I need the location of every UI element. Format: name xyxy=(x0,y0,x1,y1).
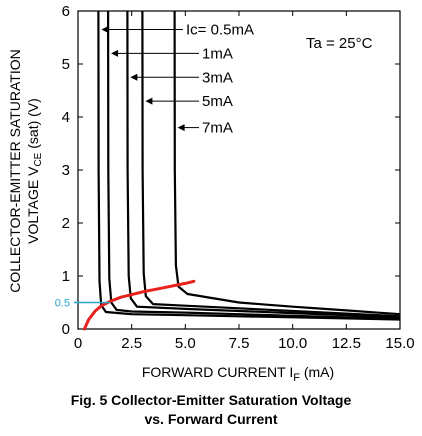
series-layer xyxy=(82,10,401,331)
series-line-3 xyxy=(141,10,401,318)
y-axis-label-unit: (sat) (V) xyxy=(25,98,41,152)
y-tick-label-0: 0 xyxy=(62,321,70,338)
y-axis-label-subscript: CE xyxy=(33,152,44,166)
figure-caption-line-2: vs. Forward Current xyxy=(144,411,278,427)
series-line-1 xyxy=(107,10,401,320)
y-axis-label-line-2: VOLTAGE VCE (sat) (V) xyxy=(25,98,44,244)
series-label-4: 7mA xyxy=(202,120,233,137)
series-line-0 xyxy=(97,10,401,321)
series-label-0: Ic= 0.5mA xyxy=(186,22,254,39)
x-axis-label-subscript: F xyxy=(293,372,300,384)
annotation-layer: Ic= 0.5mA 1mA 3mA 5mA 7mA Ta = 25°C 0.5 xyxy=(55,22,373,310)
condition-label: Ta = 25°C xyxy=(306,35,373,52)
series-arrowhead-0 xyxy=(101,26,109,34)
y-axis-label-line-1: COLLECTOR-EMITTER SATURATION xyxy=(7,49,23,292)
series-label-2: 3mA xyxy=(202,69,233,86)
y-tick-label-4: 4 xyxy=(62,109,70,126)
series-line-4 xyxy=(173,10,401,316)
reference-label: 0.5 xyxy=(55,298,70,310)
y-tick-label-3: 3 xyxy=(62,162,70,179)
series-arrowhead-2 xyxy=(130,73,138,81)
y-tick-label-6: 6 xyxy=(62,3,70,20)
x-tick-label-3: 7.5 xyxy=(229,335,250,352)
x-tick-label-0: 0 xyxy=(74,335,82,352)
series-label-1: 1mA xyxy=(202,45,233,62)
series-line-2 xyxy=(126,10,401,319)
y-tick-label-2: 2 xyxy=(62,215,70,232)
x-axis-label-main: FORWARD CURRENT I xyxy=(142,364,293,380)
plot-frame xyxy=(77,10,401,330)
x-tick-label-5: 12.5 xyxy=(332,335,361,352)
x-tick-label-6: 15.0 xyxy=(385,335,414,352)
x-axis-label: FORWARD CURRENT IF (mA) xyxy=(142,364,334,384)
x-axis-label-unit: (mA) xyxy=(300,364,334,380)
figure-caption-line-1: Fig. 5 Collector-Emitter Saturation Volt… xyxy=(70,392,352,408)
highlight-curve xyxy=(82,279,196,331)
series-arrowhead-3 xyxy=(145,97,153,105)
y-tick-label-1: 1 xyxy=(62,268,70,285)
y-axis-label-main: VOLTAGE V xyxy=(25,166,41,244)
series-label-3: 5mA xyxy=(202,93,233,110)
x-tick-label-1: 2.5 xyxy=(121,335,142,352)
y-tick-label-5: 5 xyxy=(62,56,70,73)
x-tick-label-4: 10.0 xyxy=(278,335,307,352)
x-tick-label-2: 5.0 xyxy=(175,335,196,352)
series-arrowhead-4 xyxy=(177,124,185,132)
series-arrowhead-1 xyxy=(111,49,119,57)
plot-area: 0 2.5 5.0 7.5 10.0 12.5 15.0 0 1 2 3 4 5 6 xyxy=(62,3,415,352)
